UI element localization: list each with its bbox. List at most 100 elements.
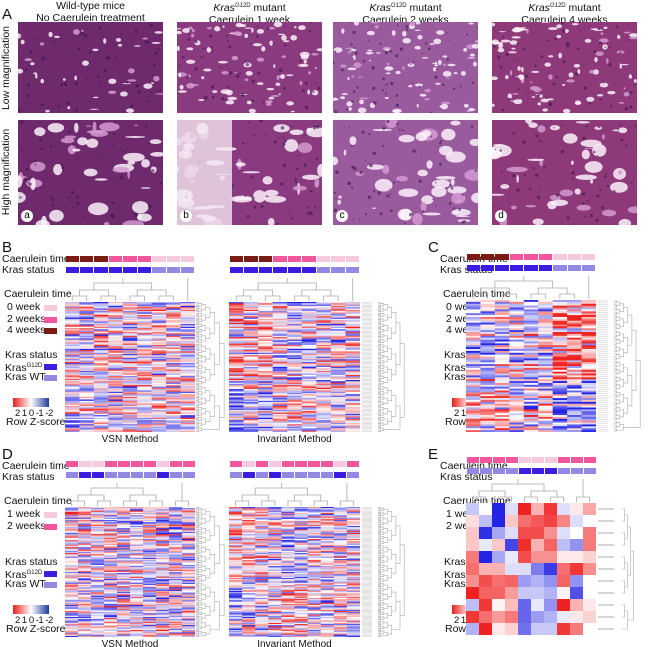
heatmap-cell xyxy=(182,547,195,549)
heatmap-cell xyxy=(169,606,183,608)
heatmap-cell xyxy=(65,596,79,599)
heatmap-cell xyxy=(130,622,144,625)
heatmap-cell xyxy=(294,547,308,549)
heatmap-cell xyxy=(78,562,92,565)
heatmap-cell xyxy=(156,603,170,606)
heatmap-cell xyxy=(583,623,596,635)
heatmap-cell xyxy=(151,413,167,416)
heatmap-cell xyxy=(122,378,138,381)
heatmap-cell xyxy=(79,407,95,409)
heatmap-cell xyxy=(143,544,157,547)
heatmap-cell xyxy=(182,508,195,510)
heatmap-cell xyxy=(229,580,243,582)
heatmap-cell xyxy=(466,326,481,329)
heatmap-cell xyxy=(242,569,256,572)
heatmap-cell xyxy=(307,531,321,534)
heatmap-cell xyxy=(180,381,195,383)
heatmap-cell xyxy=(346,633,360,635)
heatmap-cell xyxy=(301,331,317,334)
heatmap-cell xyxy=(180,343,195,346)
heatmap-cell xyxy=(281,542,295,544)
heatmap-cell xyxy=(166,417,181,420)
heatmap-cell xyxy=(346,626,360,628)
kras-annotation-cell xyxy=(553,265,567,271)
heatmap-cell xyxy=(169,581,183,583)
heatmap-cell xyxy=(272,399,288,402)
panel-label-a: A xyxy=(2,6,13,23)
heatmap-cell xyxy=(287,363,303,365)
heatmap-cell xyxy=(229,344,244,347)
heatmap-cell xyxy=(268,559,282,561)
heatmap-cell xyxy=(272,334,288,337)
heatmap-cell xyxy=(229,331,244,334)
heatmap-cell xyxy=(151,347,167,350)
heatmap-cell xyxy=(509,375,525,378)
heatmap-cell xyxy=(169,530,183,533)
heatmap-cell xyxy=(294,542,308,544)
heatmap-cell xyxy=(307,533,321,535)
heatmap-cell xyxy=(316,312,332,314)
kras-status-row-label: Kras status xyxy=(440,471,493,483)
heatmap-cell xyxy=(272,422,288,425)
heatmap-cell xyxy=(320,544,335,547)
heatmap-cell xyxy=(567,320,582,323)
heatmap-cell xyxy=(79,324,95,326)
heatmap-cell xyxy=(93,352,109,355)
heatmap-cell xyxy=(523,424,539,427)
heatmap-cell xyxy=(169,516,183,518)
heatmap-cell xyxy=(294,561,308,563)
heatmap-cell xyxy=(287,361,303,364)
heatmap-cell xyxy=(156,628,170,631)
heatmap-cell xyxy=(93,381,109,383)
heatmap-cell xyxy=(137,302,152,304)
heatmap-cell xyxy=(272,359,288,361)
heatmap-cell xyxy=(242,620,256,622)
heatmap-cell xyxy=(494,411,510,414)
heatmap-cell xyxy=(333,579,348,581)
heatmap-cell xyxy=(166,370,181,373)
heatmap-cell xyxy=(104,549,118,552)
heatmap-cell xyxy=(301,360,317,363)
heatmap-cell xyxy=(180,374,195,377)
heatmap-cell xyxy=(65,419,80,421)
heatmap-cell xyxy=(143,562,157,565)
heatmap-cell xyxy=(480,332,496,335)
heatmap-cell xyxy=(268,551,282,554)
heatmap-cell xyxy=(258,372,273,374)
heatmap-cell xyxy=(301,357,317,360)
heatmap-cell xyxy=(156,620,170,622)
heatmap-cell xyxy=(281,607,295,609)
heatmap-cell xyxy=(480,301,496,305)
heatmap-cell xyxy=(307,555,321,557)
heatmap-cell xyxy=(156,554,170,556)
heatmap-cell xyxy=(281,548,295,550)
heatmap-cell xyxy=(581,358,596,361)
heatmap-cell xyxy=(91,527,105,529)
heatmap-cell xyxy=(156,621,170,624)
heatmap-cell xyxy=(268,544,282,547)
heatmap-cell xyxy=(169,586,183,588)
heatmap-cell xyxy=(180,308,195,311)
heatmap-cell xyxy=(466,366,481,369)
heatmap-cell xyxy=(65,318,80,321)
heatmap-cell xyxy=(117,575,131,578)
heatmap-cell xyxy=(169,588,183,591)
heatmap-cell xyxy=(272,343,288,346)
heatmap-cell xyxy=(229,415,244,417)
heatmap-cell xyxy=(65,561,79,563)
heatmap-cell xyxy=(143,585,157,587)
heatmap-cell xyxy=(65,567,79,569)
heatmap-cell xyxy=(104,592,118,594)
heatmap-cell xyxy=(316,420,332,422)
heatmap-cell xyxy=(242,561,256,563)
heatmap-cell xyxy=(255,581,269,583)
heatmap-cell xyxy=(122,339,138,342)
kras-annotation-cell xyxy=(567,265,582,271)
heatmap-cell xyxy=(151,380,167,382)
heatmap-cell xyxy=(151,322,167,325)
heatmap-cell xyxy=(79,360,95,363)
heatmap-cell xyxy=(130,554,144,556)
heatmap-cell xyxy=(330,330,346,333)
heatmap-cell xyxy=(180,312,195,314)
heatmap-cell xyxy=(122,422,138,425)
